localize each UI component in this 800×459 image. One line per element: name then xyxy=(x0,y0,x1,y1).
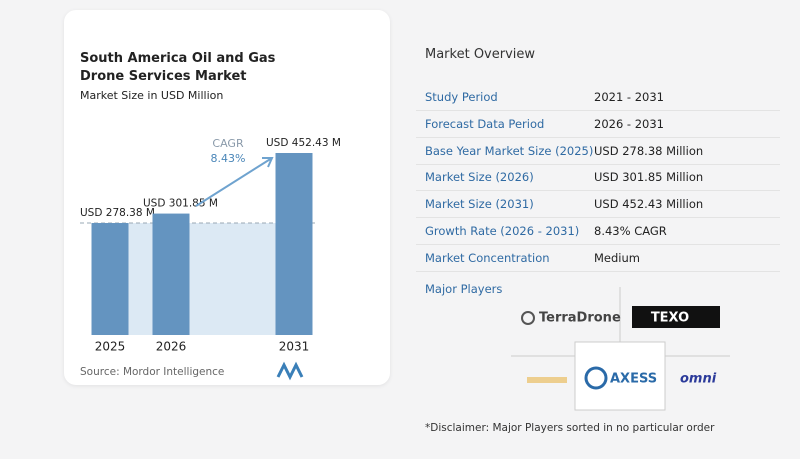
overview-row: Base Year Market Size (2025) USD 278.38 M… xyxy=(416,138,780,165)
player-logo: omni xyxy=(680,372,717,387)
x-tick-label: 2026 xyxy=(156,340,187,354)
bar xyxy=(275,153,313,335)
chart-subtitle: Market Size in USD Million xyxy=(80,89,224,102)
value-label: USD 452.43 M xyxy=(266,137,341,149)
overview-row: Market Size (2026) USD 301.85 Million xyxy=(416,164,780,192)
row-label: Market Concentration xyxy=(425,250,550,265)
cagr-arrow xyxy=(195,157,274,207)
row-label: Study Period xyxy=(425,90,498,104)
row-label: Forecast Data Period xyxy=(425,116,545,131)
plot: USD 278.38 M 2025 USD 301.85 M 2026 USD 452.… xyxy=(80,137,341,354)
row-value: USD 278.38 Million xyxy=(594,143,704,158)
annotation-value: 8.43% xyxy=(211,152,246,165)
player-logo: AXESS xyxy=(610,372,657,387)
row-label: Base Year Market Size (2025) xyxy=(425,143,594,158)
overview-row: Forecast Data Period 2026 - 2031 xyxy=(416,111,780,138)
base-band xyxy=(110,223,294,335)
bar xyxy=(91,223,129,335)
row-value: USD 301.85 Million xyxy=(594,170,704,185)
brand-logo xyxy=(276,361,304,381)
annotation-label: CAGR xyxy=(212,137,244,150)
row-value: Medium xyxy=(594,250,640,265)
chart-title: South America Oil and Gas Drone Services… xyxy=(80,51,276,84)
disclaimer: *Disclaimer: Major Players sorted in no … xyxy=(425,422,715,434)
row-label: Market Size (2031) xyxy=(425,197,534,212)
x-tick-label: 2031 xyxy=(279,340,310,354)
bar xyxy=(152,213,190,335)
row-label: Market Size (2026) xyxy=(425,170,534,185)
x-tick-label: 2025 xyxy=(95,340,126,354)
player-logo: TEXO xyxy=(651,311,689,326)
overview-row: Study Period 2021 - 2031 xyxy=(416,84,780,111)
row-value: 2026 - 2031 xyxy=(594,116,664,131)
value-label: USD 278.38 M xyxy=(80,207,155,219)
player-logo: TerraDrone xyxy=(539,311,621,326)
row-value: 2021 - 2031 xyxy=(594,90,664,104)
logo-box xyxy=(574,341,666,411)
logo-icon xyxy=(584,366,608,390)
logo-bg xyxy=(632,306,720,328)
source: Source: Mordor Intelligence xyxy=(80,366,225,378)
logo-small xyxy=(527,377,567,383)
overview-row: Market Concentration Medium xyxy=(416,245,780,272)
overview-title: Market Overview xyxy=(425,47,536,62)
overview-row: Market Size (2031) USD 452.43 Million xyxy=(416,191,780,219)
players-title: Major Players xyxy=(425,282,503,296)
value-label: USD 301.85 M xyxy=(143,198,218,210)
overview-row: Growth Rate (2026 - 2031) 8.43% CAGR xyxy=(416,218,780,245)
row-value: USD 452.43 Million xyxy=(594,197,704,212)
row-value: 8.43% CAGR xyxy=(594,224,667,238)
logo-icon xyxy=(521,311,535,325)
row-label: Growth Rate (2026 - 2031) xyxy=(425,224,580,238)
